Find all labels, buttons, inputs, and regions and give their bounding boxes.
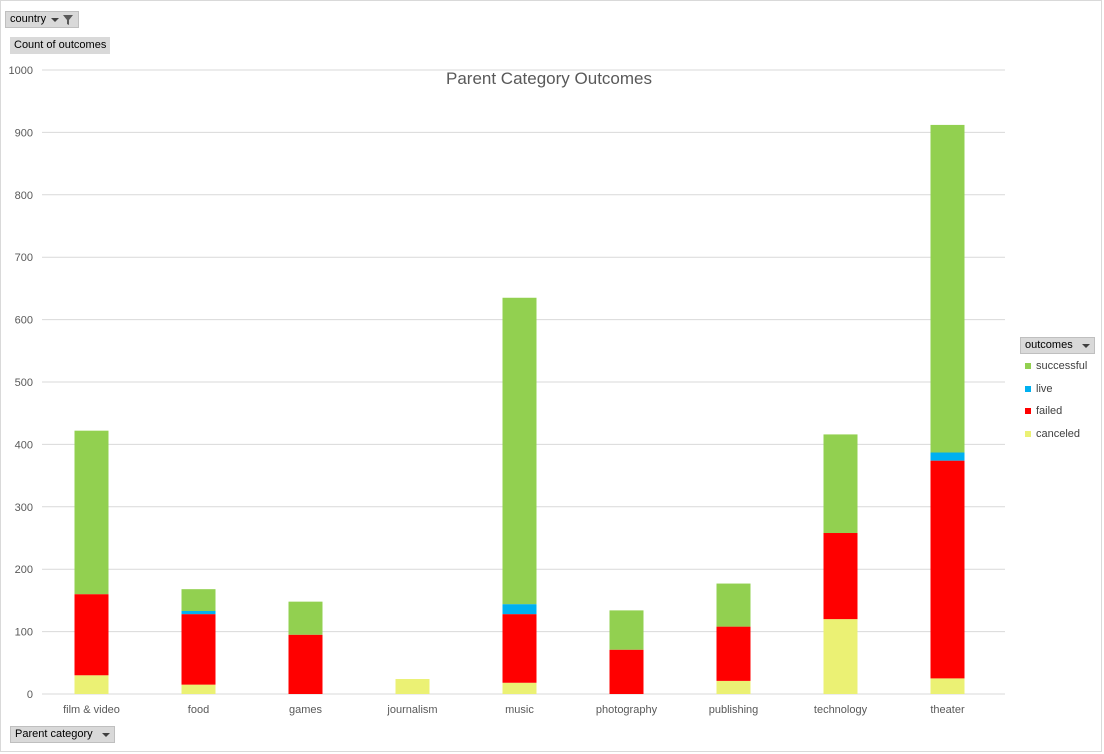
y-tick-label: 300 bbox=[15, 502, 33, 514]
axis-field-button[interactable]: Parent category bbox=[10, 726, 115, 743]
x-tick-label: journalism bbox=[386, 704, 437, 716]
bar-segment-live[interactable] bbox=[181, 611, 216, 615]
dropdown-arrow-icon bbox=[1081, 343, 1090, 348]
legend-item-successful[interactable]: successful bbox=[1025, 359, 1087, 373]
bar-segment-failed[interactable] bbox=[609, 649, 644, 694]
bar-segment-successful[interactable] bbox=[502, 297, 537, 605]
x-tick-label: food bbox=[188, 704, 209, 716]
bar-segment-successful[interactable] bbox=[288, 601, 323, 635]
bar-segment-canceled[interactable] bbox=[502, 682, 537, 694]
legend-item-canceled[interactable]: canceled bbox=[1025, 427, 1080, 441]
dropdown-arrow-icon bbox=[101, 732, 110, 737]
y-tick-label: 500 bbox=[15, 377, 33, 389]
bar-segment-live[interactable] bbox=[930, 452, 965, 461]
y-tick-label: 400 bbox=[15, 439, 33, 451]
legend-item-live[interactable]: live bbox=[1025, 382, 1053, 396]
legend-swatch bbox=[1025, 408, 1031, 414]
x-tick-label: technology bbox=[814, 704, 868, 716]
x-tick-label: film & video bbox=[63, 704, 120, 716]
bar-segment-successful[interactable] bbox=[181, 589, 216, 612]
legend-swatch bbox=[1025, 363, 1031, 369]
country-filter-button[interactable]: country bbox=[5, 11, 80, 28]
bar-segment-failed[interactable] bbox=[74, 594, 109, 676]
y-tick-label: 600 bbox=[15, 315, 33, 327]
legend-swatch bbox=[1025, 385, 1031, 392]
bar-segment-failed[interactable] bbox=[716, 626, 751, 681]
x-tick-label: photography bbox=[596, 704, 658, 716]
y-tick-label: 0 bbox=[27, 689, 33, 701]
country-filter-label: country bbox=[10, 13, 47, 25]
legend-swatch bbox=[1025, 430, 1031, 437]
bar-segment-failed[interactable] bbox=[288, 634, 323, 694]
axis-field-label: Parent category bbox=[15, 728, 93, 740]
legend-label: canceled bbox=[1036, 427, 1081, 440]
bar-segment-failed[interactable] bbox=[823, 533, 858, 620]
legend-label: successful bbox=[1036, 360, 1088, 372]
y-tick-label: 200 bbox=[15, 564, 33, 576]
x-tick-label: games bbox=[289, 704, 323, 716]
dropdown-arrow-icon bbox=[51, 17, 60, 22]
bar-segment-live[interactable] bbox=[502, 604, 537, 615]
bar-segment-canceled[interactable] bbox=[74, 675, 109, 694]
bar-segment-successful[interactable] bbox=[823, 434, 858, 534]
y-tick-label: 1000 bbox=[9, 65, 33, 77]
bar-segment-canceled[interactable] bbox=[823, 619, 858, 694]
x-tick-label: theater bbox=[930, 704, 965, 716]
bar-segment-successful[interactable] bbox=[716, 583, 751, 627]
legend-item-failed[interactable]: failed bbox=[1025, 404, 1062, 418]
bar-segment-successful[interactable] bbox=[930, 124, 965, 453]
bar-segment-successful[interactable] bbox=[74, 430, 109, 595]
legend-label: live bbox=[1036, 382, 1053, 395]
bar-segment-canceled[interactable] bbox=[395, 679, 430, 694]
bar-segment-canceled[interactable] bbox=[930, 678, 965, 694]
bar-segment-failed[interactable] bbox=[502, 614, 537, 683]
x-tick-label: music bbox=[505, 704, 534, 716]
bar-segment-successful[interactable] bbox=[609, 610, 644, 650]
legend-field-label: outcomes bbox=[1025, 339, 1073, 351]
y-tick-label: 800 bbox=[15, 190, 33, 202]
bar-segment-canceled[interactable] bbox=[181, 684, 216, 694]
y-tick-label: 100 bbox=[15, 627, 33, 639]
legend-field-button[interactable]: outcomes bbox=[1020, 337, 1095, 354]
y-tick-label: 900 bbox=[15, 127, 33, 139]
chart-title: Parent Category Outcomes bbox=[446, 69, 652, 88]
bar-segment-canceled[interactable] bbox=[716, 680, 751, 694]
filter-funnel-icon bbox=[63, 14, 74, 25]
bar-segment-failed[interactable] bbox=[181, 614, 216, 685]
y-tick-label: 700 bbox=[15, 252, 33, 264]
legend-label: failed bbox=[1036, 405, 1063, 417]
value-field-label[interactable]: Count of outcomes bbox=[10, 37, 111, 54]
bar-segment-failed[interactable] bbox=[930, 460, 965, 679]
x-tick-label: publishing bbox=[709, 704, 759, 716]
